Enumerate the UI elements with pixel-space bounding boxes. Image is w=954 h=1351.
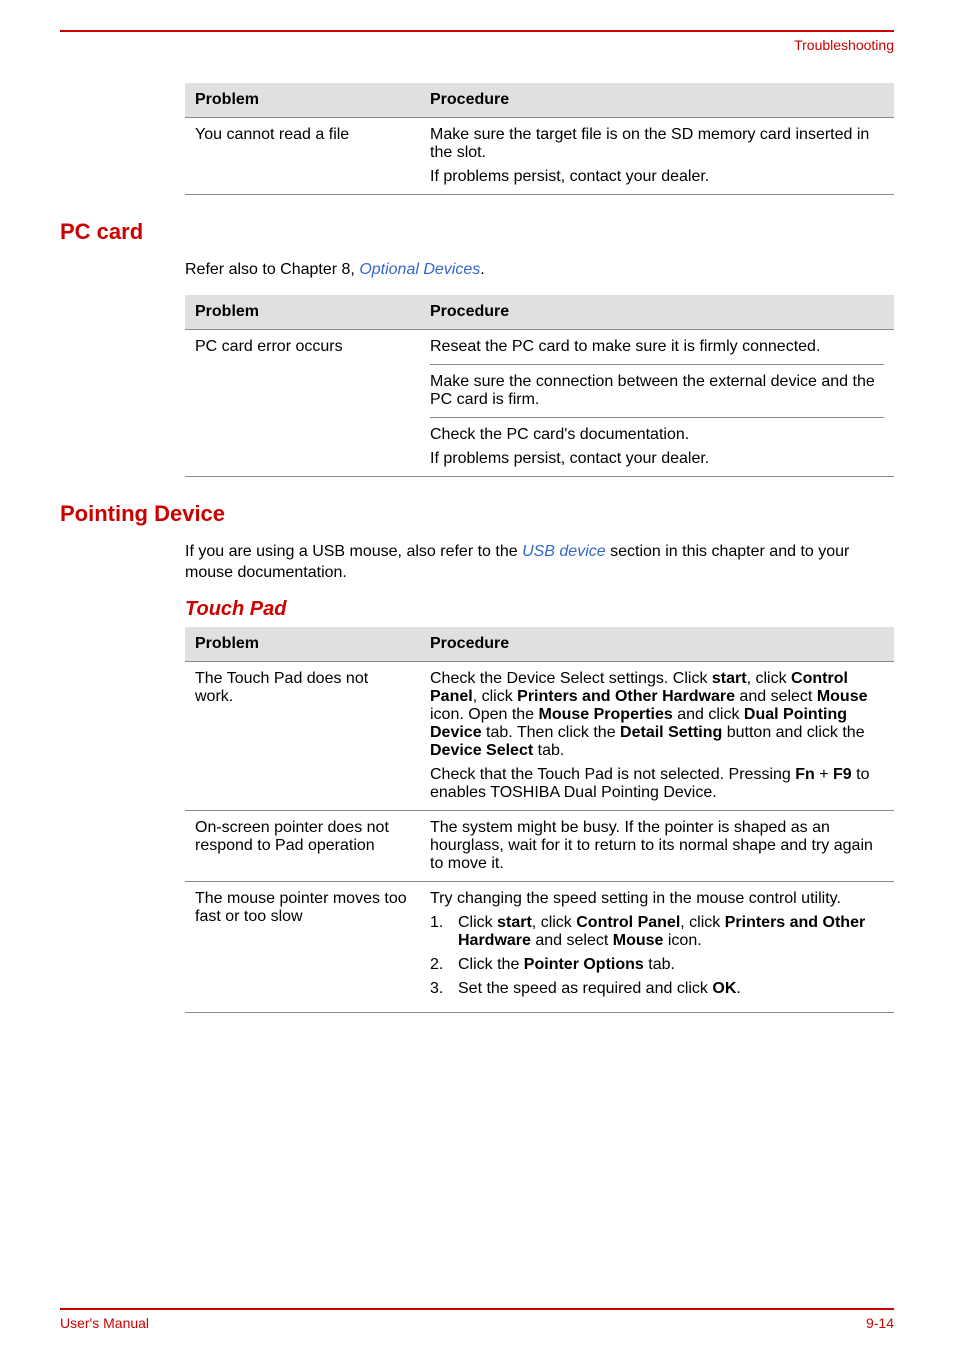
text: tab. — [644, 956, 675, 973]
table-row: The Touch Pad does not work. Check the D… — [185, 662, 894, 811]
table-row: PC card error occurs Reseat the PC card … — [185, 330, 894, 477]
sub-heading-touch-pad: Touch Pad — [185, 598, 894, 621]
procedure-cell: Make sure the target file is on the SD m… — [420, 118, 894, 194]
text: and select — [735, 688, 817, 705]
text: Check that the Touch Pad is not selected… — [430, 766, 795, 783]
bold-text: OK — [712, 980, 736, 997]
footer-page-number: 9-14 — [866, 1315, 894, 1331]
text: Refer also to Chapter 8, — [185, 261, 359, 278]
pc-card-table: Problem Procedure PC card error occurs R… — [185, 295, 894, 477]
header-label: Troubleshooting — [60, 37, 894, 53]
footer-row: User's Manual 9-14 — [60, 1315, 894, 1331]
procedure-cell: Reseat the PC card to make sure it is fi… — [420, 330, 894, 476]
procedure-text: Make sure the target file is on the SD m… — [430, 126, 884, 162]
procedure-text: Check that the Touch Pad is not selected… — [430, 766, 884, 802]
text: , click — [680, 914, 724, 931]
text: If you are using a USB mouse, also refer… — [185, 543, 522, 560]
intro-text-pointing: If you are using a USB mouse, also refer… — [185, 541, 894, 584]
procedure-text: Check the Device Select settings. Click … — [430, 670, 884, 760]
table-row: On-screen pointer does not respond to Pa… — [185, 811, 894, 882]
table-header-row: Problem Procedure — [185, 627, 894, 662]
bold-text: Mouse Properties — [539, 706, 673, 723]
link-usb-device[interactable]: USB device — [522, 543, 606, 560]
footer-left-text: User's Manual — [60, 1315, 149, 1331]
column-header-problem: Problem — [185, 83, 420, 117]
footer: User's Manual 9-14 — [60, 1308, 894, 1331]
text: Set the speed as required and click — [458, 980, 712, 997]
procedure-text: If problems persist, contact your dealer… — [430, 168, 884, 186]
text: icon. Open the — [430, 706, 539, 723]
column-header-procedure: Procedure — [420, 295, 894, 329]
procedure-text: Try changing the speed setting in the mo… — [430, 890, 884, 908]
procedure-cell: Check the Device Select settings. Click … — [420, 662, 894, 810]
header-divider — [60, 30, 894, 32]
table-header-row: Problem Procedure — [185, 295, 894, 330]
bold-text: Mouse — [817, 688, 868, 705]
procedure-text: Make sure the connection between the ext… — [430, 364, 884, 409]
step-item: Click start, click Control Panel, click … — [430, 914, 884, 950]
text: . — [736, 980, 740, 997]
problem-cell: On-screen pointer does not respond to Pa… — [185, 811, 420, 881]
table-row: You cannot read a file Make sure the tar… — [185, 118, 894, 195]
step-item: Click the Pointer Options tab. — [430, 956, 884, 974]
bold-text: Mouse — [613, 932, 664, 949]
procedure-cell: The system might be busy. If the pointer… — [420, 811, 894, 881]
text: Check the Device Select settings. Click — [430, 670, 712, 687]
text: Click the — [458, 956, 524, 973]
text: icon. — [663, 932, 701, 949]
procedure-cell: Try changing the speed setting in the mo… — [420, 882, 894, 1012]
problem-cell: PC card error occurs — [185, 330, 420, 476]
bold-text: Control Panel — [576, 914, 680, 931]
bold-text: Device Select — [430, 742, 533, 759]
step-item: Set the speed as required and click OK. — [430, 980, 884, 998]
procedure-text: Check the PC card's documentation. — [430, 426, 884, 444]
text: , click — [747, 670, 791, 687]
bold-text: Fn — [795, 766, 815, 783]
bold-text: Detail Setting — [620, 724, 722, 741]
column-header-problem: Problem — [185, 627, 420, 661]
touch-pad-table: Problem Procedure The Touch Pad does not… — [185, 627, 894, 1013]
text: tab. — [533, 742, 564, 759]
text: , click — [473, 688, 517, 705]
bold-text: Printers and Other Hardware — [517, 688, 735, 705]
text: tab. Then click the — [482, 724, 620, 741]
section-heading-pc-card: PC card — [60, 219, 894, 245]
procedure-text: Reseat the PC card to make sure it is fi… — [430, 338, 884, 356]
column-header-procedure: Procedure — [420, 627, 894, 661]
column-header-problem: Problem — [185, 295, 420, 329]
text: button and click the — [722, 724, 864, 741]
problem-cell: The mouse pointer moves too fast or too … — [185, 882, 420, 1012]
text: and click — [673, 706, 744, 723]
content-area: Problem Procedure You cannot read a file… — [60, 83, 894, 1013]
sd-card-table: Problem Procedure You cannot read a file… — [185, 83, 894, 195]
bold-text: start — [497, 914, 532, 931]
text: Click — [458, 914, 497, 931]
text: + — [815, 766, 833, 783]
column-header-procedure: Procedure — [420, 83, 894, 117]
table-row: The mouse pointer moves too fast or too … — [185, 882, 894, 1013]
table-header-row: Problem Procedure — [185, 83, 894, 118]
intro-text-pc-card: Refer also to Chapter 8, Optional Device… — [185, 259, 894, 281]
steps-list: Click start, click Control Panel, click … — [430, 914, 884, 998]
bold-text: start — [712, 670, 747, 687]
link-optional-devices[interactable]: Optional Devices — [359, 261, 480, 278]
text: , click — [532, 914, 576, 931]
problem-cell: You cannot read a file — [185, 118, 420, 194]
footer-divider — [60, 1308, 894, 1310]
text: . — [480, 261, 484, 278]
text: and select — [531, 932, 613, 949]
procedure-text: If problems persist, contact your dealer… — [430, 450, 884, 468]
section-heading-pointing-device: Pointing Device — [60, 501, 894, 527]
problem-cell: The Touch Pad does not work. — [185, 662, 420, 810]
bold-text: F9 — [833, 766, 852, 783]
bold-text: Pointer Options — [524, 956, 644, 973]
